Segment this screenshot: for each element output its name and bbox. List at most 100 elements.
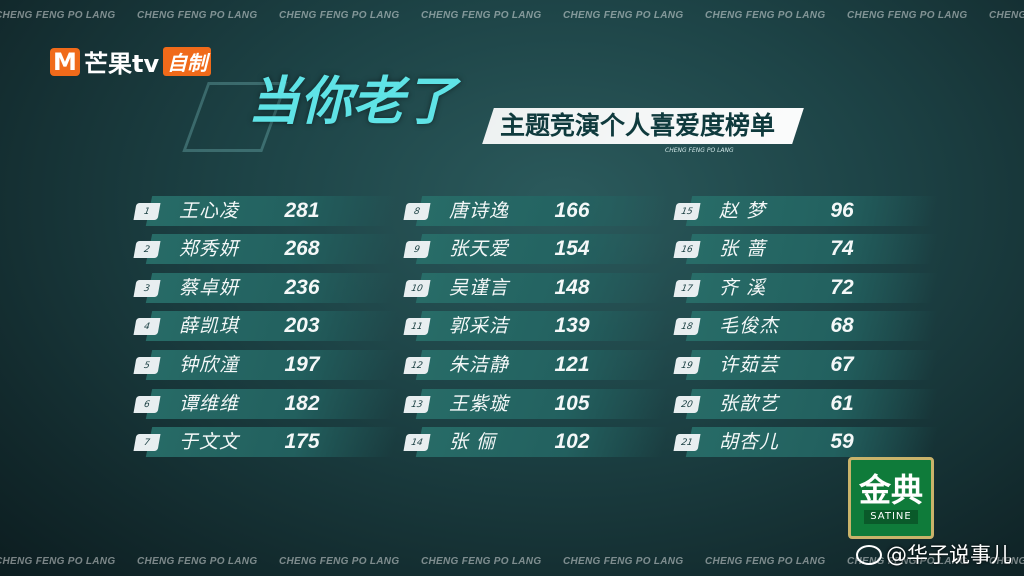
rank-badge: 4 bbox=[133, 317, 161, 335]
ranking-row: 17 齐 溪 72 bbox=[673, 273, 939, 303]
contestant-name: 胡杏儿 bbox=[719, 431, 780, 453]
contestant-name: 毛俊杰 bbox=[719, 315, 780, 337]
ranking-row: 5 钟欣潼 197 bbox=[133, 350, 399, 380]
rank-badge: 18 bbox=[673, 317, 701, 335]
rank-badge: 7 bbox=[133, 433, 161, 451]
rank-badge: 8 bbox=[403, 202, 431, 220]
rank-badge: 19 bbox=[673, 356, 701, 374]
contestant-name: 齐 溪 bbox=[719, 277, 767, 299]
ranking-row: 8 唐诗逸 166 bbox=[403, 196, 669, 226]
score: 148 bbox=[554, 276, 590, 299]
ranking-row: 11 郭采洁 139 bbox=[403, 311, 669, 341]
contestant-name: 谭维维 bbox=[179, 393, 240, 415]
watermark-text: CHENG FENG PO LANG bbox=[137, 10, 258, 21]
ranking-row: 18 毛俊杰 68 bbox=[673, 311, 939, 341]
watermark-text: CHENG FENG PO LANG bbox=[0, 10, 116, 21]
score: 121 bbox=[554, 353, 590, 376]
sponsor-name: 金典 bbox=[858, 471, 923, 509]
ranking-row: 4 薛凯琪 203 bbox=[133, 311, 399, 341]
ranking-row: 7 于文文 175 bbox=[133, 427, 399, 457]
rank-badge: 12 bbox=[403, 356, 431, 374]
watermark-text: CHENG FENG PO LANG bbox=[563, 556, 684, 567]
score: 61 bbox=[830, 392, 854, 415]
rank-badge: 11 bbox=[403, 317, 431, 335]
contestant-name: 吴谨言 bbox=[449, 277, 510, 299]
contestant-name: 郭采洁 bbox=[449, 315, 510, 337]
score: 139 bbox=[554, 314, 590, 337]
contestant-name: 王紫璇 bbox=[449, 393, 510, 415]
ranking-row: 12 朱洁静 121 bbox=[403, 350, 669, 380]
watermark-text: CHENG FENG PO LANG bbox=[989, 556, 1024, 567]
contestant-name: 蔡卓妍 bbox=[179, 277, 240, 299]
rank-badge: 9 bbox=[403, 240, 431, 258]
contestant-name: 赵 梦 bbox=[719, 200, 767, 222]
rank-badge: 21 bbox=[673, 433, 701, 451]
sponsor-sub: SATINE bbox=[864, 510, 918, 524]
score: 102 bbox=[554, 430, 590, 453]
watermark-text: CHENG FENG PO LANG bbox=[705, 556, 826, 567]
score: 182 bbox=[284, 392, 320, 415]
watermark-text: CHENG FENG PO LANG bbox=[563, 10, 684, 21]
score: 175 bbox=[284, 430, 320, 453]
score: 72 bbox=[830, 276, 854, 299]
watermark-text: CHENG FENG PO LANG bbox=[279, 10, 400, 21]
rank-badge: 17 bbox=[673, 279, 701, 297]
watermark-text: CHENG FENG PO LANG bbox=[421, 10, 542, 21]
rank-badge: 6 bbox=[133, 395, 161, 413]
contestant-name: 于文文 bbox=[179, 431, 240, 453]
contestant-name: 薛凯琪 bbox=[179, 315, 240, 337]
score: 236 bbox=[284, 276, 320, 299]
ranking-row: 21 胡杏儿 59 bbox=[673, 427, 939, 457]
contestant-name: 郑秀妍 bbox=[179, 238, 240, 260]
contestant-name: 张歆艺 bbox=[719, 393, 780, 415]
contestant-name: 唐诗逸 bbox=[449, 200, 510, 222]
score: 59 bbox=[830, 430, 854, 453]
contestant-name: 许茹芸 bbox=[719, 354, 780, 376]
rank-badge: 15 bbox=[673, 202, 701, 220]
sponsor-logo: 金典 SATINE bbox=[848, 457, 934, 539]
subtitle-small: CHENG FENG PO LANG bbox=[665, 147, 734, 154]
ranking-row: 14 张 俪 102 bbox=[403, 427, 669, 457]
rank-badge: 20 bbox=[673, 395, 701, 413]
score: 74 bbox=[830, 237, 854, 260]
watermark-text: CHENG FENG PO LANG bbox=[989, 10, 1024, 21]
watermark-text: CHENG FENG PO LANG bbox=[0, 556, 116, 567]
ranking-row: 20 张歆艺 61 bbox=[673, 389, 939, 419]
ranking-row: 10 吴谨言 148 bbox=[403, 273, 669, 303]
ranking-row: 9 张天爱 154 bbox=[403, 234, 669, 264]
ranking-row: 13 王紫璇 105 bbox=[403, 389, 669, 419]
ranking-row: 15 赵 梦 96 bbox=[673, 196, 939, 226]
mango-icon: M bbox=[50, 47, 80, 76]
ranking-row: 16 张 蔷 74 bbox=[673, 234, 939, 264]
contestant-name: 张天爱 bbox=[449, 238, 510, 260]
rank-badge: 14 bbox=[403, 433, 431, 451]
score: 281 bbox=[284, 199, 320, 222]
score: 268 bbox=[284, 237, 320, 260]
ranking-row: 3 蔡卓妍 236 bbox=[133, 273, 399, 303]
contestant-name: 张 俪 bbox=[449, 431, 497, 453]
watermark-text: CHENG FENG PO LANG bbox=[705, 10, 826, 21]
watermark-text: CHENG FENG PO LANG bbox=[847, 556, 968, 567]
score: 166 bbox=[554, 199, 590, 222]
watermark-text: CHENG FENG PO LANG bbox=[137, 556, 258, 567]
watermark-text: CHENG FENG PO LANG bbox=[421, 556, 542, 567]
watermark-text: CHENG FENG PO LANG bbox=[279, 556, 400, 567]
ranking-row: 2 郑秀妍 268 bbox=[133, 234, 399, 264]
weibo-handle: @华子说事儿 bbox=[886, 543, 1012, 567]
rank-badge: 3 bbox=[133, 279, 161, 297]
mango-tv-logo: M 芒果tv 自制 bbox=[50, 44, 212, 79]
weibo-icon bbox=[856, 545, 882, 565]
watermark-text: CHENG FENG PO LANG bbox=[847, 10, 968, 21]
ranking-row: 6 谭维维 182 bbox=[133, 389, 399, 419]
contestant-name: 王心凌 bbox=[179, 200, 240, 222]
contestant-name: 张 蔷 bbox=[719, 238, 767, 260]
score: 96 bbox=[830, 199, 854, 222]
rank-badge: 5 bbox=[133, 356, 161, 374]
score: 67 bbox=[830, 353, 854, 376]
score: 68 bbox=[830, 314, 854, 337]
brand-text: 芒果tv bbox=[84, 50, 160, 78]
score: 203 bbox=[284, 314, 320, 337]
page-title: 当你老了 bbox=[248, 72, 457, 132]
score: 105 bbox=[554, 392, 590, 415]
weibo-watermark: @华子说事儿 bbox=[856, 542, 1012, 568]
